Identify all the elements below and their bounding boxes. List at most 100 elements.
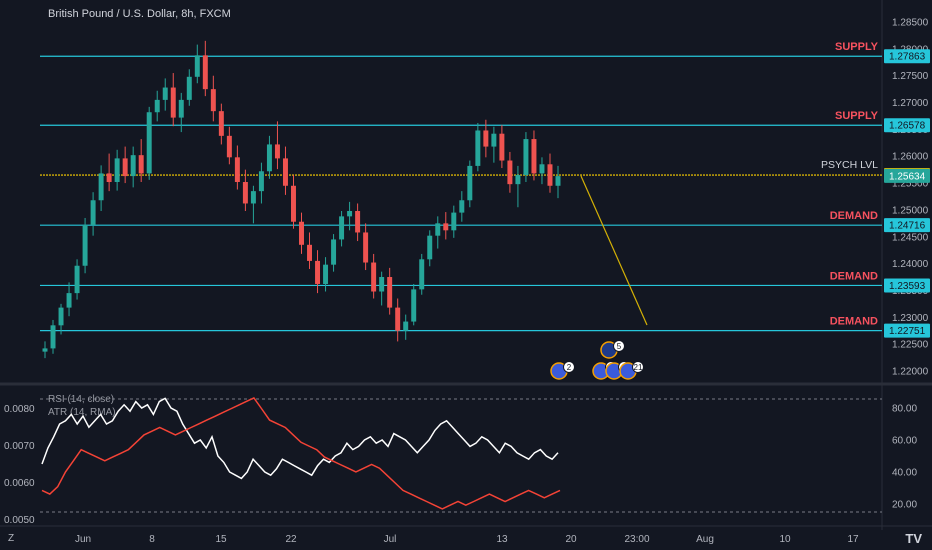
level-price-tag-text: 1.24716 bbox=[889, 221, 926, 232]
time-tick-label: Jun bbox=[75, 534, 91, 545]
demand-label: DEMAND bbox=[830, 210, 878, 222]
demand-label: DEMAND bbox=[830, 316, 878, 328]
price-tick-label: 1.22500 bbox=[892, 340, 929, 351]
candle-body bbox=[122, 158, 128, 177]
candle-body bbox=[355, 210, 361, 233]
rsi-legend: RSI (14, close) bbox=[48, 394, 114, 405]
candle-body bbox=[307, 244, 313, 261]
candle-body bbox=[178, 99, 184, 118]
last-price-tag bbox=[884, 168, 930, 183]
candle-body bbox=[162, 87, 168, 100]
candle-body bbox=[427, 235, 433, 260]
price-tick-label: 1.25000 bbox=[892, 205, 929, 216]
candle-body bbox=[411, 289, 417, 322]
atr-axis-label: 0.0060 bbox=[4, 478, 35, 489]
candle-body bbox=[299, 221, 304, 245]
candle-body bbox=[210, 89, 216, 112]
candle-body bbox=[523, 139, 529, 176]
candle-body bbox=[483, 130, 489, 147]
rsi-axis-label: 40.00 bbox=[892, 468, 917, 479]
rsi-line bbox=[41, 397, 559, 480]
price-tick-label: 1.27000 bbox=[892, 98, 929, 109]
time-tick-label: 22 bbox=[285, 534, 297, 545]
candle-body bbox=[98, 173, 104, 201]
atr-axis-label: 0.0050 bbox=[4, 515, 35, 526]
candle-body bbox=[282, 158, 288, 186]
candle-body bbox=[443, 223, 449, 231]
atr-line bbox=[41, 396, 561, 510]
candle-body bbox=[315, 260, 321, 284]
time-tick-label: 15 bbox=[215, 534, 227, 545]
price-tick-label: 1.23000 bbox=[892, 313, 929, 324]
price-tick-label: 1.28500 bbox=[892, 18, 929, 29]
event-count-badge bbox=[632, 361, 644, 373]
time-tick-label: 13 bbox=[496, 534, 508, 545]
event-count-badge bbox=[613, 340, 625, 352]
candle-body bbox=[403, 321, 409, 331]
level-price-tag bbox=[884, 49, 930, 64]
psych-level-label: PSYCH LVL bbox=[821, 159, 878, 171]
candle-body bbox=[459, 200, 465, 213]
candle-body bbox=[531, 139, 537, 174]
candle-body bbox=[331, 239, 337, 265]
event-count: 5 bbox=[617, 342, 622, 351]
candle-body bbox=[50, 325, 56, 349]
event-count: 21 bbox=[634, 363, 643, 372]
candle-body bbox=[250, 191, 256, 204]
time-tick-label: Aug bbox=[696, 534, 714, 545]
tradingview-logo[interactable]: TV bbox=[905, 531, 922, 546]
candle-body bbox=[202, 55, 208, 90]
zoom-reset-glyph: Z bbox=[8, 533, 14, 544]
price-tick-label: 1.22000 bbox=[892, 366, 929, 377]
candle-body bbox=[395, 307, 401, 331]
price-tick-label: 1.26000 bbox=[892, 152, 929, 163]
rsi-axis-label: 80.00 bbox=[892, 404, 917, 415]
supply-label: SUPPLY bbox=[835, 41, 879, 53]
candle-body bbox=[467, 165, 473, 201]
level-price-tag bbox=[884, 218, 930, 233]
candle-body bbox=[539, 164, 545, 174]
candle-body bbox=[82, 224, 88, 266]
supply-label: SUPPLY bbox=[835, 110, 879, 122]
candle-body bbox=[90, 200, 96, 225]
candle-body bbox=[170, 87, 176, 118]
candle-body bbox=[475, 130, 481, 166]
price-tick-label: 1.24000 bbox=[892, 259, 929, 270]
level-price-tag-text: 1.26578 bbox=[889, 121, 926, 132]
candle-body bbox=[323, 264, 329, 284]
candle-body bbox=[547, 164, 553, 186]
level-price-tag-text: 1.27863 bbox=[889, 52, 926, 63]
event-count: 2 bbox=[567, 363, 572, 372]
candle-body bbox=[58, 307, 64, 326]
trend-line bbox=[580, 175, 648, 326]
rsi-axis-label: 20.00 bbox=[892, 500, 917, 511]
candle-body bbox=[499, 133, 505, 161]
demand-label: DEMAND bbox=[830, 270, 878, 282]
candle-body bbox=[234, 157, 240, 183]
atr-axis-label: 0.0070 bbox=[4, 441, 35, 452]
candle-body bbox=[451, 212, 457, 231]
rsi-axis-label: 60.00 bbox=[892, 436, 917, 447]
candle-body bbox=[114, 158, 120, 183]
candle-body bbox=[363, 232, 369, 263]
level-price-tag-text: 1.22751 bbox=[889, 326, 926, 337]
candle-body bbox=[194, 55, 200, 77]
event-count-badge bbox=[563, 361, 575, 373]
candle-body bbox=[419, 259, 425, 290]
candle-body bbox=[226, 135, 232, 158]
candle-body bbox=[154, 99, 160, 113]
candle-body bbox=[491, 133, 497, 147]
candle-body bbox=[339, 216, 345, 240]
candle-body bbox=[186, 76, 192, 100]
candle-body bbox=[42, 348, 48, 352]
time-tick-label: 20 bbox=[565, 534, 577, 545]
candle-body bbox=[290, 185, 296, 222]
candle-body bbox=[435, 223, 441, 236]
level-price-tag bbox=[884, 118, 930, 133]
atr-legend: ATR (14, RMA) bbox=[48, 407, 116, 418]
candle-body bbox=[66, 293, 72, 308]
candle-body bbox=[347, 210, 353, 217]
candle-body bbox=[387, 277, 393, 308]
level-price-tag bbox=[884, 323, 930, 338]
